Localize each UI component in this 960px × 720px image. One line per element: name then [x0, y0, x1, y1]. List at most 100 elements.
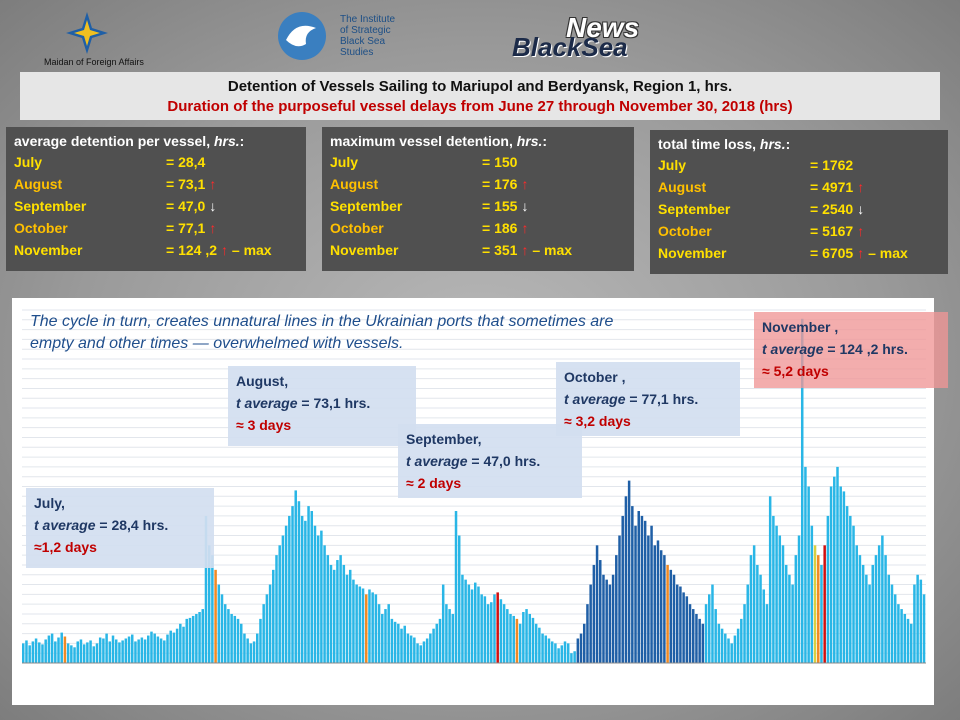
chart-bar	[358, 586, 362, 663]
chart-bar	[147, 635, 150, 663]
chart-bar	[108, 641, 112, 663]
stat-row: July = 28,4	[14, 151, 298, 173]
chart-bar	[339, 555, 342, 663]
chart-bar	[323, 545, 326, 663]
annotation-days: ≈ 3 days	[236, 417, 292, 433]
chart-bar	[150, 631, 153, 663]
annotation-month: September,	[406, 431, 482, 447]
chart-bar	[544, 635, 548, 663]
chart-bar	[130, 634, 134, 663]
stat-box-total: total time loss, hrs.: July = 1762 August =…	[650, 130, 948, 274]
stat-value: = 73,1 ↑	[166, 173, 216, 195]
chart-bar	[204, 515, 208, 663]
chart-bar	[685, 596, 689, 663]
chart-bar	[419, 645, 422, 663]
chart-bar	[220, 594, 224, 663]
chart-bar	[387, 604, 390, 663]
chart-bar	[307, 506, 310, 663]
chart-bar	[316, 535, 320, 663]
chart-bar	[73, 647, 76, 663]
chart-bar	[919, 579, 923, 663]
annotation-days: ≈ 3,2 days	[564, 413, 631, 429]
annotation-avg-label: t average	[34, 517, 96, 533]
chart-bar	[259, 618, 262, 664]
chart-bar	[547, 638, 551, 663]
chart-bar	[669, 569, 673, 663]
chart-bar	[92, 646, 96, 663]
chart-bar	[140, 637, 144, 663]
chart-bar	[179, 623, 182, 663]
chart-bar	[576, 638, 580, 663]
chart-bar	[28, 645, 31, 663]
chart-bar	[647, 535, 650, 663]
chart-bar	[624, 496, 628, 663]
stat-value: = 6705 ↑ – max	[810, 242, 908, 264]
chart-bar	[79, 639, 83, 663]
chart-bar	[637, 511, 640, 663]
stat-row: November = 6705 ↑ – max	[658, 242, 940, 264]
chart-bar	[102, 638, 105, 663]
chart-bar	[249, 643, 253, 663]
chart-bar	[605, 579, 608, 663]
stat-row: September = 2540 ↓	[658, 198, 940, 220]
chart-bar	[236, 618, 240, 664]
chart-bar	[906, 618, 910, 664]
maidan-logo-label: Maidan of Foreign Affairs	[44, 57, 144, 67]
chart-bar	[711, 584, 714, 663]
chart-bar	[566, 643, 570, 663]
chart-bar	[509, 613, 512, 663]
stat-value-number: = 28,4	[166, 154, 206, 170]
chart-bar	[784, 564, 788, 663]
chart-bar	[794, 555, 798, 663]
chart-bar	[381, 613, 384, 663]
chart-bar	[826, 515, 830, 663]
institute-line-2: of Strategic	[340, 25, 391, 36]
chart-bar	[188, 617, 192, 663]
annotation-month: November ,	[762, 319, 839, 335]
chart-bar	[909, 623, 913, 663]
chart-bar	[740, 618, 743, 664]
chart-bar	[326, 555, 330, 663]
chart-bar	[733, 635, 737, 663]
chart-bar	[775, 525, 778, 663]
stat-value: = 28,4	[166, 151, 209, 173]
annotation-average: t average = 28,4 hrs.	[34, 514, 206, 536]
chart-bar	[833, 476, 836, 663]
chart-bar	[730, 643, 733, 663]
chart-bar	[752, 545, 756, 663]
chart-bar	[416, 643, 419, 663]
annotation-month: July,	[34, 495, 65, 511]
chart-bar	[781, 545, 785, 663]
stat-month: August	[14, 176, 63, 192]
annotation-average: t average = 73,1 hrs.	[236, 392, 408, 414]
chart-bar	[44, 639, 47, 663]
chart-bar	[304, 520, 307, 663]
stat-row: October = 77,1 ↑	[14, 217, 298, 239]
annotation-avg-label: t average	[236, 395, 298, 411]
chart-bar	[839, 486, 842, 663]
institute-line-4: Studies	[340, 47, 374, 58]
chart-bar	[243, 633, 246, 663]
chart-bar	[275, 555, 278, 663]
annotation-days: ≈1,2 days	[34, 539, 97, 555]
chart-bar	[198, 612, 201, 663]
chart-bar	[483, 596, 487, 663]
chart-bar	[137, 639, 140, 663]
stat-rows: July = 1762 August = 4971 ↑ September = 2540 ↓ O…	[658, 154, 940, 264]
chart-bar	[82, 644, 86, 663]
stat-month: September	[330, 198, 403, 214]
chart-bar	[50, 633, 54, 663]
chart-bar	[38, 642, 41, 663]
chart-bar	[849, 515, 852, 663]
chart-bar	[772, 515, 775, 663]
chart-bar	[724, 633, 727, 663]
chart-bar	[541, 633, 544, 663]
chart-bar	[352, 579, 355, 663]
chart-bar	[441, 584, 445, 663]
stat-title-suffix: :	[239, 133, 245, 149]
stat-box-title: maximum vessel detention, hrs.:	[330, 133, 626, 149]
chart-bar	[557, 648, 560, 663]
chart-bar	[720, 628, 724, 663]
chart-bar	[454, 511, 458, 663]
chart-bar	[858, 555, 862, 663]
